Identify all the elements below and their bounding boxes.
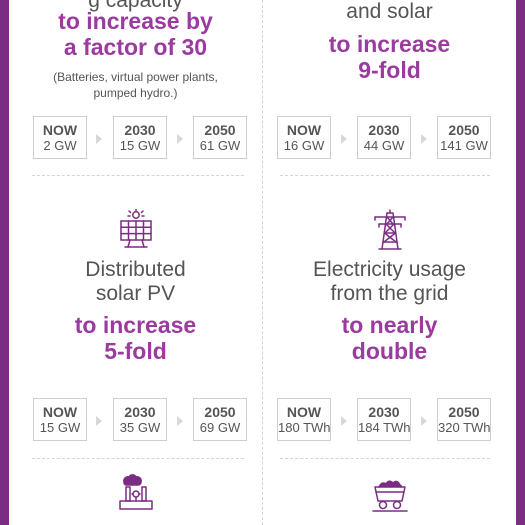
horizontal-divider xyxy=(280,175,490,176)
timeline: NOW 2 GW 2030 15 GW 2050 61 GW xyxy=(9,116,262,161)
card-highlight-line: 5-fold xyxy=(104,338,167,364)
horizontal-divider xyxy=(32,175,244,176)
timeline-value: 61 GW xyxy=(199,138,241,153)
card-subject-line: from the grid xyxy=(330,282,449,305)
card-note-line: pumped hydro.) xyxy=(93,86,178,100)
timeline: NOW 16 GW 2030 44 GW 2050 141 GW xyxy=(263,116,516,161)
timeline: NOW 15 GW 2030 35 GW 2050 69 GW xyxy=(9,398,262,443)
timeline-year: NOW xyxy=(286,404,322,420)
card-highlight-line: 9-fold xyxy=(358,57,421,83)
transmission-tower-icon xyxy=(373,209,406,250)
timeline-year: NOW xyxy=(42,404,78,420)
storage-capacity-card: g capacity to increase by a factor of 30… xyxy=(9,0,262,175)
timeline-year: 2050 xyxy=(204,122,236,138)
timeline-box-2030: 2030 184 TWh xyxy=(357,398,411,441)
card-subject-line: solar PV xyxy=(95,282,176,305)
timeline-year: 2050 xyxy=(204,404,236,420)
card-highlight-line: double xyxy=(351,338,428,364)
horizontal-divider xyxy=(280,458,490,459)
solar-panel-icon xyxy=(119,209,152,248)
horizontal-divider xyxy=(32,458,244,459)
left-frame-bar xyxy=(0,0,9,525)
card-highlight-line: to increase xyxy=(74,312,197,338)
card-subject-line: g capacity xyxy=(88,0,183,12)
timeline-value: 180 TWh xyxy=(278,420,331,435)
arrow-icon xyxy=(341,134,347,144)
card-highlight-line: a factor of 30 xyxy=(63,34,208,60)
timeline-box-2050: 2050 141 GW xyxy=(437,116,491,159)
card-subject-line: Distributed xyxy=(85,258,186,281)
timeline-year: NOW xyxy=(286,122,322,138)
timeline-box-now: NOW 15 GW xyxy=(33,398,87,441)
timeline-year: 2050 xyxy=(448,122,480,138)
timeline-value: 141 GW xyxy=(440,138,488,153)
vertical-divider xyxy=(262,0,263,525)
timeline-value: 69 GW xyxy=(199,420,241,435)
timeline-year: 2030 xyxy=(124,122,156,138)
timeline-box-2030: 2030 15 GW xyxy=(113,116,167,159)
timeline-year: 2050 xyxy=(448,404,480,420)
timeline-box-2050: 2050 320 TWh xyxy=(437,398,491,441)
timeline: NOW 180 TWh 2030 184 TWh 2050 320 TWh xyxy=(263,398,516,443)
card-note-line: (Batteries, virtual power plants, xyxy=(53,70,218,84)
arrow-icon xyxy=(96,416,102,426)
coal-card xyxy=(263,459,516,525)
timeline-value: 44 GW xyxy=(363,138,405,153)
arrow-icon xyxy=(96,134,102,144)
timeline-value: 184 TWh xyxy=(358,420,411,435)
factory-icon xyxy=(118,474,153,510)
gas-fired-card xyxy=(9,459,262,525)
timeline-value: 15 GW xyxy=(119,138,161,153)
timeline-year: NOW xyxy=(42,122,78,138)
arrow-icon xyxy=(177,416,183,426)
arrow-icon xyxy=(421,134,427,144)
card-subject-line: and solar xyxy=(346,0,433,23)
mine-cart-icon xyxy=(371,480,408,512)
timeline-year: 2030 xyxy=(368,122,400,138)
timeline-year: 2030 xyxy=(124,404,156,420)
timeline-box-2050: 2050 61 GW xyxy=(193,116,247,159)
timeline-value: 2 GW xyxy=(43,138,77,153)
timeline-box-2030: 2030 35 GW xyxy=(113,398,167,441)
timeline-box-now: NOW 180 TWh xyxy=(277,398,331,441)
card-highlight-line: to increase xyxy=(328,31,451,57)
right-frame-bar xyxy=(516,0,525,525)
timeline-value: 16 GW xyxy=(283,138,325,153)
grid-usage-card: Electricity usage from the grid to nearl… xyxy=(263,176,516,458)
wind-solar-card: and solar to increase 9-fold NOW 16 GW 2… xyxy=(263,0,516,175)
timeline-value: 35 GW xyxy=(119,420,161,435)
arrow-icon xyxy=(341,416,347,426)
arrow-icon xyxy=(177,134,183,144)
card-highlight-line: to increase by xyxy=(58,8,213,34)
timeline-value: 15 GW xyxy=(39,420,81,435)
card-subject-line: Electricity usage xyxy=(313,258,466,281)
timeline-box-2050: 2050 69 GW xyxy=(193,398,247,441)
distributed-solar-card: Distributed solar PV to increase 5-fold … xyxy=(9,176,262,458)
timeline-year: 2030 xyxy=(368,404,400,420)
timeline-value: 320 TWh xyxy=(438,420,491,435)
timeline-box-now: NOW 2 GW xyxy=(33,116,87,159)
arrow-icon xyxy=(421,416,427,426)
card-highlight-line: to nearly xyxy=(341,312,438,338)
timeline-box-now: NOW 16 GW xyxy=(277,116,331,159)
timeline-box-2030: 2030 44 GW xyxy=(357,116,411,159)
